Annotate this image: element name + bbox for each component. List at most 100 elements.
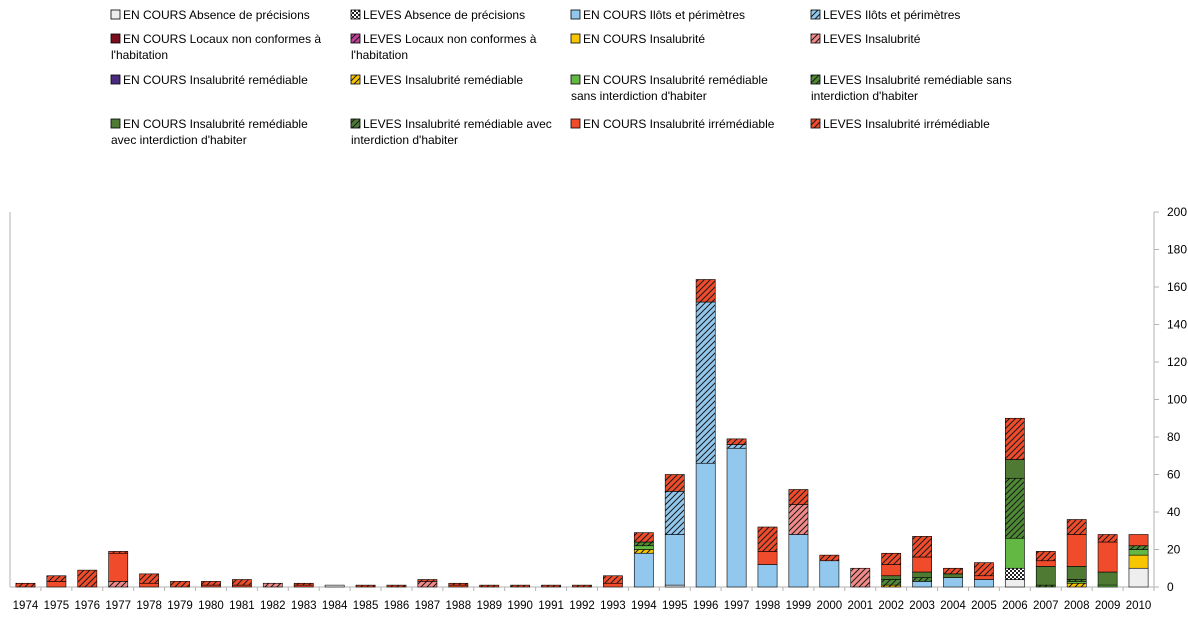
plot-area [9, 212, 1155, 588]
x-tick-label: 1975 [44, 600, 70, 612]
y-tick-label: 80 [1167, 430, 1181, 444]
bar-segment-en-cours-insalubrite-irremediable [603, 582, 623, 588]
bar-segment-en-cours-insalubrite-irremediable [46, 581, 67, 588]
bar-stack-2000 [819, 554, 840, 588]
x-tick-label: 1976 [75, 600, 101, 612]
legend-item-en-cours-insalubrite-remediable-avec-interdiction-d-habiter: EN COURS Insalubrité remédiable avec inte… [110, 117, 308, 147]
legend-item-en-cours-locaux-non-conformes-a-l-habitation: EN COURS Locaux non conformes à l'habitat… [110, 32, 321, 62]
x-tick-label: 1990 [507, 600, 533, 612]
bar-segment-en-cours-insalubrite-irremediable [1066, 534, 1087, 567]
bar-segment-en-cours-insalubrite-irremediable [881, 564, 902, 577]
bar-segment-leves-insalubrite-remediable-sans-interdiction-d-habiter [1004, 477, 1025, 539]
bar-segment-leves-insalubrite-irremediable [541, 584, 561, 588]
bar-segment-leves-insalubrite-remediable-sans-interdiction-d-habiter [1128, 545, 1149, 550]
bar-segment-leves-insalubrite [262, 582, 283, 588]
legend-label: LEVES Absence de précisions [363, 8, 525, 22]
bar-segment-leves-absence-de-precisions [1004, 567, 1025, 580]
x-tick-label: 2009 [1095, 600, 1121, 612]
bar-segment-en-cours-ilots-et-perimetres [664, 534, 685, 586]
bar-segment-leves-insalubrite [788, 504, 809, 535]
bar-segment-en-cours-ilots-et-perimetres [912, 581, 932, 588]
bar-segment-leves-insalubrite-irremediable [15, 582, 36, 588]
bar-stack-1995 [664, 474, 685, 588]
bar-segment-en-cours-ilots-et-perimetres [974, 579, 994, 588]
bar-segment-leves-insalubrite-irremediable [633, 532, 654, 543]
bar-segment-en-cours-insalubrite-irremediable [974, 575, 994, 580]
bar-segment-leves-ilots-et-perimetres [695, 301, 716, 464]
legend-item-en-cours-ilots-et-perimetres: EN COURS Ilôts et périmètres [570, 8, 745, 22]
x-tick-label: 1981 [229, 600, 255, 612]
bar-segment-en-cours-insalubrite-remediable-avec-interdiction-d-habiter [943, 573, 963, 578]
bar-segment-leves-insalubrite-irremediable [603, 575, 623, 584]
y-tick-label: 200 [1167, 205, 1187, 219]
bar-stack-2008 [1066, 519, 1087, 588]
x-tick-label: 2004 [940, 600, 966, 612]
bar-segment-leves-insalubrite-irremediable [1004, 417, 1025, 460]
x-tick-label: 1995 [662, 600, 688, 612]
x-tick-label: 1997 [724, 600, 750, 612]
legend-label: LEVES Insalubrité [823, 32, 921, 46]
y-tick-label: 140 [1167, 318, 1187, 332]
bar-segment-leves-insalubrite-remediable-sans-interdiction-d-habiter [912, 577, 932, 582]
bar-stack-2006 [1004, 417, 1025, 588]
bar-segment-leves-insalubrite-irremediable [819, 554, 840, 562]
legend-swatch [570, 9, 581, 20]
x-tick-label: 1980 [198, 600, 224, 612]
legend-swatch [350, 9, 361, 20]
legend-swatch [570, 118, 581, 129]
bar-stack-1996 [695, 279, 716, 588]
legend-swatch [110, 9, 121, 20]
bar-segment-leves-insalubrite-irremediable [912, 536, 932, 558]
legend-swatch [350, 74, 361, 85]
bar-segment-en-cours-insalubrite-remediable-sans-interdiction-d-habiter [1004, 537, 1025, 569]
legend: EN COURS Absence de précisions LEVES Abse… [110, 8, 1012, 147]
bar-segment-leves-insalubrite-irremediable [417, 579, 438, 582]
legend-item-leves-insalubrite-remediable-sans-interdiction-d-habiter: LEVES Insalubrité remédiable sans interdi… [810, 73, 1012, 103]
bar-segment-leves-insalubrite-irremediable [448, 582, 469, 586]
bar-segment-en-cours-ilots-et-perimetres [943, 577, 963, 588]
bar-segment-en-cours-insalubrite-irremediable [1097, 541, 1118, 573]
legend-label: EN COURS Absence de précisions [123, 8, 310, 22]
legend-swatch [810, 33, 821, 44]
bar-stack-2002 [881, 552, 902, 588]
x-axis: 1974 1975 1976 1977 1978 1979 1980 1981 1982 1983… [13, 587, 1155, 612]
bar-segment-leves-insalubrite-irremediable [1066, 519, 1087, 535]
bar-segment-leves-insalubrite-remediable [1066, 582, 1087, 588]
bar-stack-1992 [572, 584, 592, 588]
bar-segment-en-cours-ilots-et-perimetres [633, 552, 654, 588]
bar-segment-leves-insalubrite-irremediable [355, 584, 376, 588]
bar-segment-en-cours-insalubrite [1128, 554, 1149, 569]
legend-item-leves-insalubrite-remediable: LEVES Insalubrité remédiable [350, 73, 523, 87]
x-tick-label: 2005 [971, 600, 997, 612]
x-tick-label: 1994 [631, 600, 657, 612]
bar-segment-en-cours-insalubrite-irremediable [139, 582, 160, 588]
bar-segment-leves-insalubrite-irremediable [479, 584, 500, 588]
x-tick-label: 1991 [538, 600, 564, 612]
bar-segment-en-cours-ilots-et-perimetres [726, 447, 747, 588]
bar-segment-leves-insalubrite-irremediable [77, 569, 98, 588]
x-tick-label: 1977 [105, 600, 131, 612]
bar-segment-en-cours-ilots-et-perimetres [695, 462, 716, 588]
x-tick-label: 1986 [384, 600, 410, 612]
bar-stack-1976 [77, 569, 98, 588]
bar-stack-2009 [1097, 534, 1118, 588]
bar-segment-en-cours-insalubrite-irremediable [1035, 560, 1056, 567]
bar-stack-1989 [479, 584, 500, 588]
bar-segment-leves-insalubrite-irremediable [139, 573, 160, 584]
bar-stack-1977 [108, 551, 129, 588]
bar-segment-en-cours-insalubrite-remediable-avec-interdiction-d-habiter [1097, 571, 1118, 586]
bar-segment-leves-insalubrite [417, 581, 438, 588]
legend-label: LEVES Ilôts et périmètres [823, 8, 960, 22]
bar-segment-leves-insalubrite-irremediable [943, 567, 963, 575]
legend-label: EN COURS Locaux non conformes à l'habitat… [111, 32, 321, 62]
bar-segment-leves-insalubrite-irremediable [788, 489, 809, 505]
bar-stack-1998 [757, 526, 778, 588]
legend-label: LEVES Insalubrité remédiable sans interdi… [811, 73, 1012, 103]
bar-stack-1980 [201, 581, 221, 588]
legend-label: EN COURS Insalubrité remédiable [123, 73, 308, 87]
bar-stack-2010 [1128, 534, 1149, 588]
bar-segment-en-cours-insalubrite-remediable-sans-interdiction-d-habiter [1128, 549, 1149, 556]
bar-segment-leves-insalubrite-irremediable [726, 438, 747, 445]
bar-segment-en-cours-insalubrite-remediable-sans-interdiction-d-habiter [633, 545, 654, 550]
